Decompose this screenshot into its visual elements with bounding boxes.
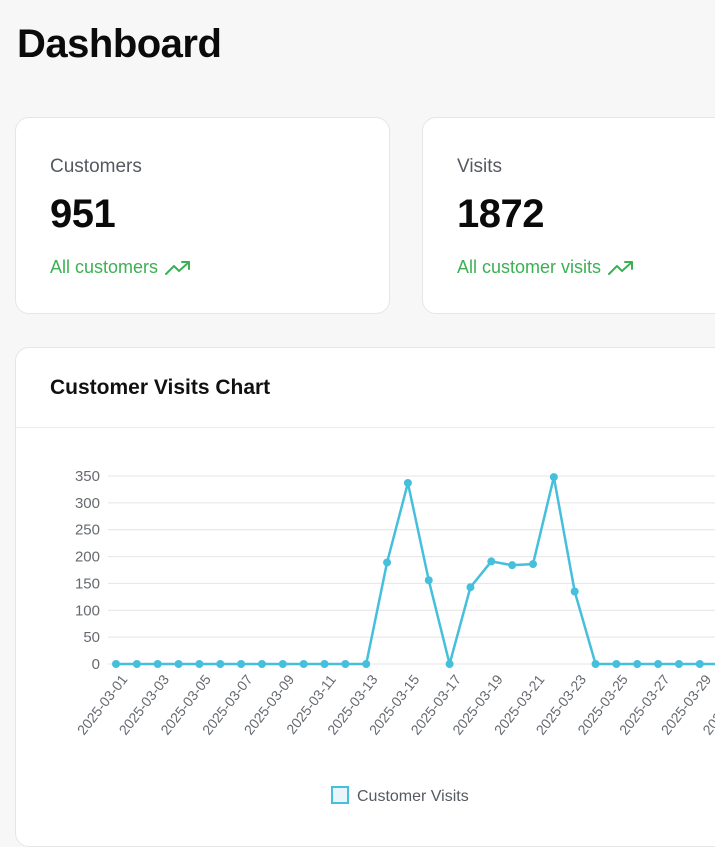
trending-up-icon (165, 260, 191, 276)
data-point (445, 660, 454, 668)
data-point (549, 473, 558, 482)
visits-count: 1872 (457, 192, 544, 236)
data-point (216, 660, 225, 668)
data-point (466, 583, 475, 592)
data-point (383, 558, 392, 567)
legend-label: Customer Visits (357, 788, 469, 805)
data-point (487, 557, 496, 566)
y-tick-label: 100 (75, 602, 100, 619)
trending-up-icon (608, 260, 634, 276)
data-point (654, 660, 663, 668)
data-point (570, 587, 579, 596)
data-point (362, 660, 371, 668)
data-point (112, 660, 120, 668)
all-customer-visits-link-text: All customer visits (457, 257, 602, 277)
y-tick-label: 350 (75, 468, 100, 485)
data-point (674, 660, 683, 668)
chart-header: Customer Visits Chart (16, 348, 715, 428)
y-tick-label: 300 (75, 495, 100, 512)
y-tick-label: 0 (92, 656, 100, 673)
y-tick-label: 200 (75, 549, 100, 566)
y-tick-label: 150 (75, 575, 100, 592)
data-point (320, 660, 329, 668)
data-point (403, 478, 412, 487)
visits-label: Visits (457, 156, 503, 177)
chart-title: Customer Visits Chart (50, 376, 271, 399)
data-point (299, 660, 308, 668)
data-point (695, 660, 704, 668)
customers-count: 951 (50, 192, 116, 236)
series-line (116, 475, 715, 666)
customers-card: Customers 951 All customers (15, 117, 390, 314)
data-point (237, 660, 246, 668)
data-point (508, 561, 517, 570)
data-point (612, 660, 621, 668)
visits-card: Visits 1872 All customer visits (422, 117, 715, 314)
data-point (591, 660, 600, 668)
data-point (257, 660, 266, 668)
page-title: Dashboard (17, 22, 222, 66)
legend-swatch (331, 786, 349, 804)
data-point (341, 660, 350, 668)
all-customer-visits-link[interactable]: All customer visits (457, 257, 634, 278)
y-tick-label: 50 (83, 629, 100, 646)
all-customers-link[interactable]: All customers (50, 257, 191, 278)
data-point (529, 560, 537, 569)
data-point (424, 576, 433, 585)
data-point (174, 660, 183, 668)
data-point (195, 660, 204, 668)
all-customers-link-text: All customers (50, 257, 159, 277)
data-point (153, 660, 162, 668)
data-point (132, 660, 141, 668)
customers-label: Customers (50, 156, 142, 177)
customer-visits-chart: 0501001502002503003502025-03-012025-03-0… (74, 468, 715, 805)
customer-visits-chart-card: Customer Visits Chart 0 50 100 150 200 250 300… (15, 347, 715, 847)
y-tick-label: 250 (75, 522, 100, 539)
data-point (278, 660, 287, 668)
data-point (633, 660, 642, 668)
